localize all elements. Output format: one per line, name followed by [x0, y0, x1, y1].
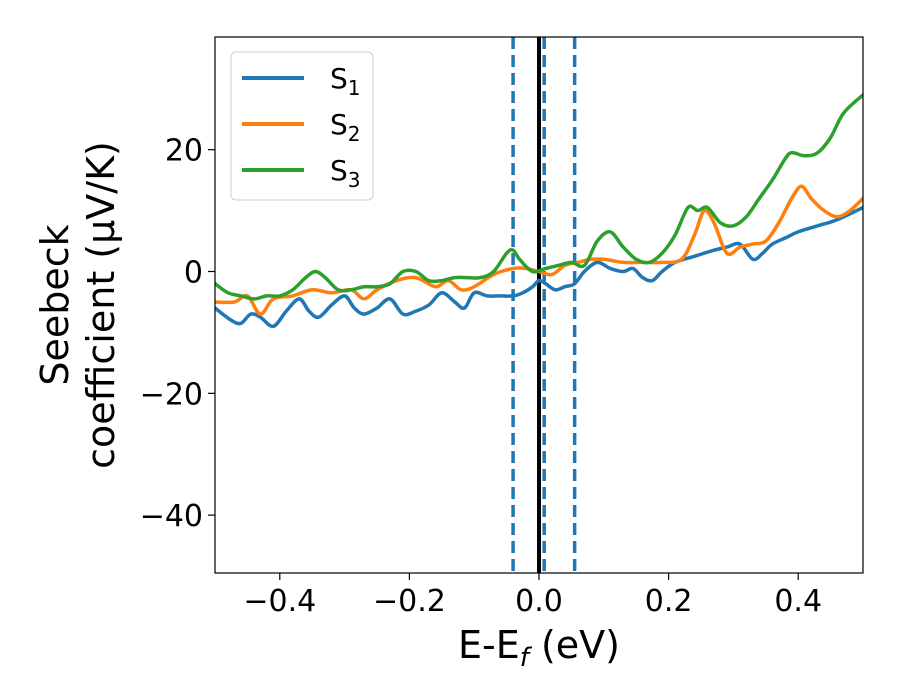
y-axis-label-line2: coefficient (μV/K) — [79, 141, 123, 469]
x-tick-label: 0.2 — [645, 584, 693, 619]
x-axis-label-unit: (eV) — [529, 623, 620, 667]
x-axis-label: E-Ef (eV) — [458, 623, 620, 673]
x-tick-label: −0.4 — [243, 584, 316, 619]
y-tick-label: −20 — [140, 377, 203, 412]
x-tick-label: 0.4 — [774, 584, 822, 619]
legend: S1 S2 S3 — [230, 51, 374, 201]
series-line-S2 — [215, 184, 863, 316]
y-tick-label: 20 — [165, 134, 203, 169]
y-tick-label: 0 — [184, 256, 203, 291]
y-axis-label-line1: Seebeck — [33, 224, 77, 385]
series-lines — [215, 93, 863, 329]
legend-label-S1: S1 — [330, 62, 361, 100]
legend-label-S3: S3 — [330, 154, 361, 192]
x-tick-label: 0.0 — [515, 584, 563, 619]
vertical-reference-lines — [511, 37, 577, 573]
x-axis-label-main: E-E — [458, 623, 520, 667]
y-tick-label: −40 — [140, 499, 203, 534]
series-line-S1 — [215, 205, 863, 329]
legend-label-S2: S2 — [330, 108, 361, 146]
x-tick-label: −0.2 — [373, 584, 446, 619]
x-axis-ticks: −0.4 −0.2 0.0 0.2 0.4 — [243, 573, 822, 619]
y-axis-ticks: −40 −20 0 20 — [140, 134, 215, 534]
series-line-S3 — [215, 93, 863, 301]
